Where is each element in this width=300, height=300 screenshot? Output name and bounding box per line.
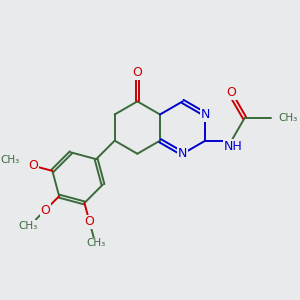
- Text: O: O: [226, 86, 236, 99]
- Text: N: N: [178, 147, 188, 160]
- Text: O: O: [85, 215, 94, 228]
- Text: O: O: [40, 204, 50, 217]
- Text: O: O: [28, 159, 38, 172]
- Text: CH₃: CH₃: [278, 113, 298, 123]
- Text: CH₃: CH₃: [0, 155, 20, 165]
- Text: N: N: [201, 108, 210, 121]
- Text: CH₃: CH₃: [18, 220, 38, 231]
- Text: CH₃: CH₃: [86, 238, 106, 248]
- Text: O: O: [132, 66, 142, 79]
- Text: NH: NH: [224, 140, 242, 153]
